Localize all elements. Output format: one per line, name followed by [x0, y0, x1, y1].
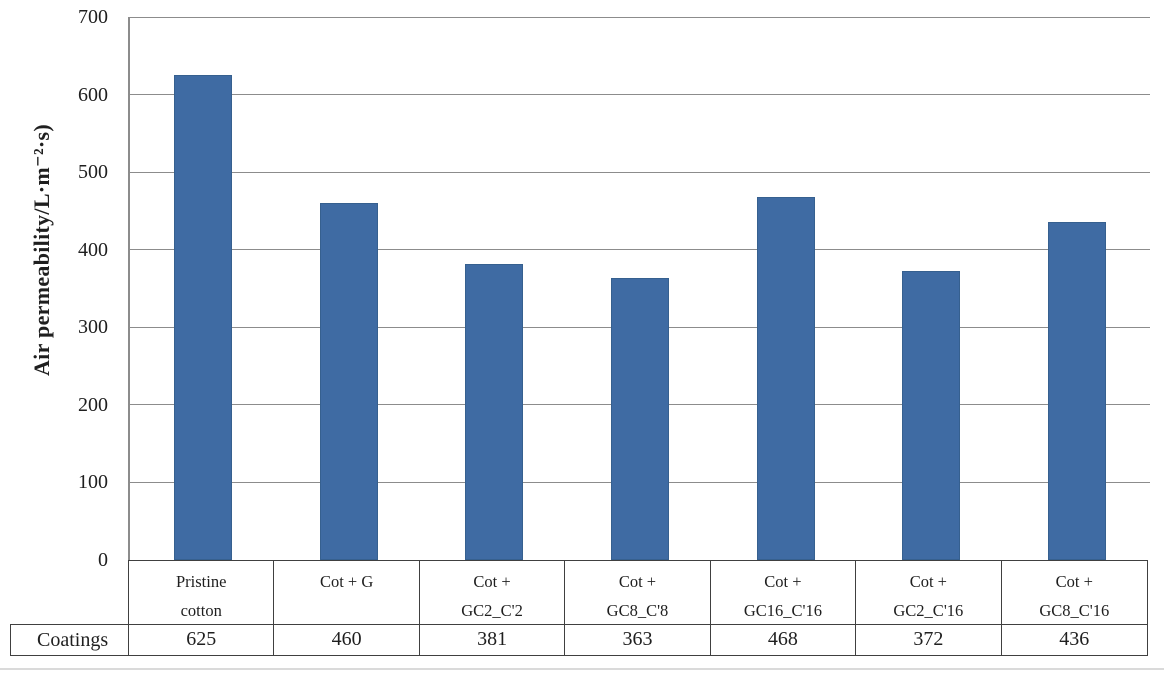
category-label-line: GC8_C'8 [606, 601, 669, 620]
category-label-line: Cot + [909, 572, 947, 591]
value-cell: 625 [129, 624, 275, 655]
category-cell: Cot + GC2_C'16 [856, 561, 1002, 624]
legend-label: Coatings [37, 628, 109, 651]
y-tick-label-500: 500 [78, 161, 108, 184]
gridline-600 [130, 94, 1150, 96]
value-cell: 363 [565, 624, 711, 655]
category-cell: Pristine cotton [129, 561, 275, 624]
data-table: Pristine cotton Cot + G Cot + GC2_C'2 Cot + GC… [128, 560, 1148, 656]
gridline-700 [130, 17, 1150, 18]
category-label-line: GC8_C'16 [1039, 601, 1110, 620]
category-label-line: Cot + [473, 572, 511, 591]
y-tick-label-200: 200 [78, 393, 108, 416]
legend-cell: Coatings [10, 624, 128, 656]
category-label-line: Pristine [176, 572, 227, 591]
value-cell: 372 [856, 624, 1002, 655]
category-cell: Cot + GC8_C'16 [1002, 561, 1147, 624]
y-tick-label-300: 300 [78, 316, 108, 339]
category-label-line: Cot + [764, 572, 802, 591]
bar-cot-gc2-c-16 [902, 271, 961, 560]
y-tick-label-0: 0 [98, 549, 108, 571]
y-tick-label-600: 600 [78, 83, 108, 106]
category-label-line: Cot + [618, 572, 657, 591]
figure-bottom-shadow [0, 668, 1164, 670]
bar-cot-gc2-c-2 [465, 264, 524, 560]
y-tick-label-700: 700 [78, 6, 108, 28]
category-cell: Cot + GC8_C'8 [565, 561, 711, 624]
bar-cot-gc8-c-16 [1048, 221, 1107, 560]
category-label-line: GC2_C'16 [893, 601, 964, 620]
y-tick-label-400: 400 [78, 238, 108, 261]
plot-area [128, 17, 1150, 560]
category-label-line: Cot + [1055, 572, 1093, 591]
category-label-line: Cot + G [319, 572, 374, 591]
gridline-400 [130, 249, 1150, 251]
y-tick-label-100: 100 [78, 471, 108, 494]
value-cell: 468 [710, 624, 857, 655]
value-cell: 460 [274, 624, 420, 655]
category-cell: Cot + G [274, 561, 420, 624]
bar-pristine-cotton [173, 75, 232, 560]
category-label-line: GC2_C'2 [461, 601, 523, 620]
bar-cot-gc8-c-8 [611, 278, 669, 560]
category-cell: Cot + GC2_C'2 [420, 561, 566, 624]
category-cell: Cot + GC16_C'16 [711, 561, 857, 624]
category-label-line: GC16_C'16 [743, 601, 822, 620]
bar-cot-g [319, 203, 378, 560]
category-label-line: cotton [180, 601, 222, 620]
blue-square-icon [17, 634, 30, 647]
gridline-500 [130, 171, 1150, 173]
value-cell: 381 [419, 624, 566, 655]
bar-cot-gc16-c-16 [756, 196, 815, 560]
value-cell: 436 [1001, 624, 1147, 655]
